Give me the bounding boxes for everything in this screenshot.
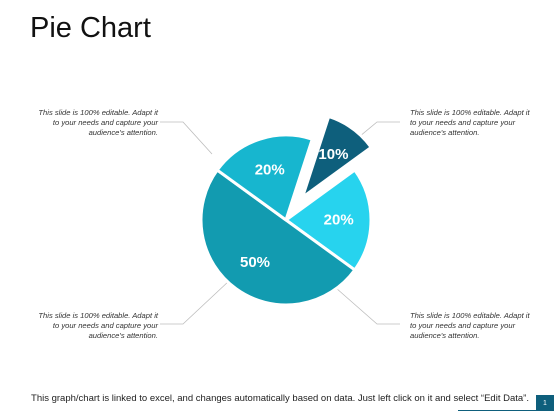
pie-slice-label-1: 20% [324, 212, 354, 229]
pie-slice-label-2: 50% [240, 254, 270, 271]
page-number: 1 [536, 395, 554, 411]
callout-top-right: This slide is 100% editable. Adapt it to… [410, 108, 530, 137]
callout-bottom-right: This slide is 100% editable. Adapt it to… [410, 311, 530, 340]
footer-note: This graph/chart is linked to excel, and… [31, 393, 529, 404]
callout-top-left: This slide is 100% editable. Adapt it to… [38, 108, 158, 137]
page-title: Pie Chart [30, 12, 151, 44]
pie-slice-1 [284, 168, 373, 272]
pie-slice-2 [199, 168, 357, 307]
pie-slice-label-3: 20% [255, 161, 285, 178]
leader-line-bottom-right [335, 287, 400, 325]
pie-slice-4 [300, 115, 373, 199]
footer-rule [458, 410, 536, 411]
callout-bottom-left: This slide is 100% editable. Adapt it to… [38, 311, 158, 340]
pie-slice-label-4: 10% [318, 146, 348, 163]
pie-slice-3 [215, 133, 314, 222]
leader-line-top-left [160, 121, 213, 155]
leader-line-bottom-left [160, 279, 231, 325]
